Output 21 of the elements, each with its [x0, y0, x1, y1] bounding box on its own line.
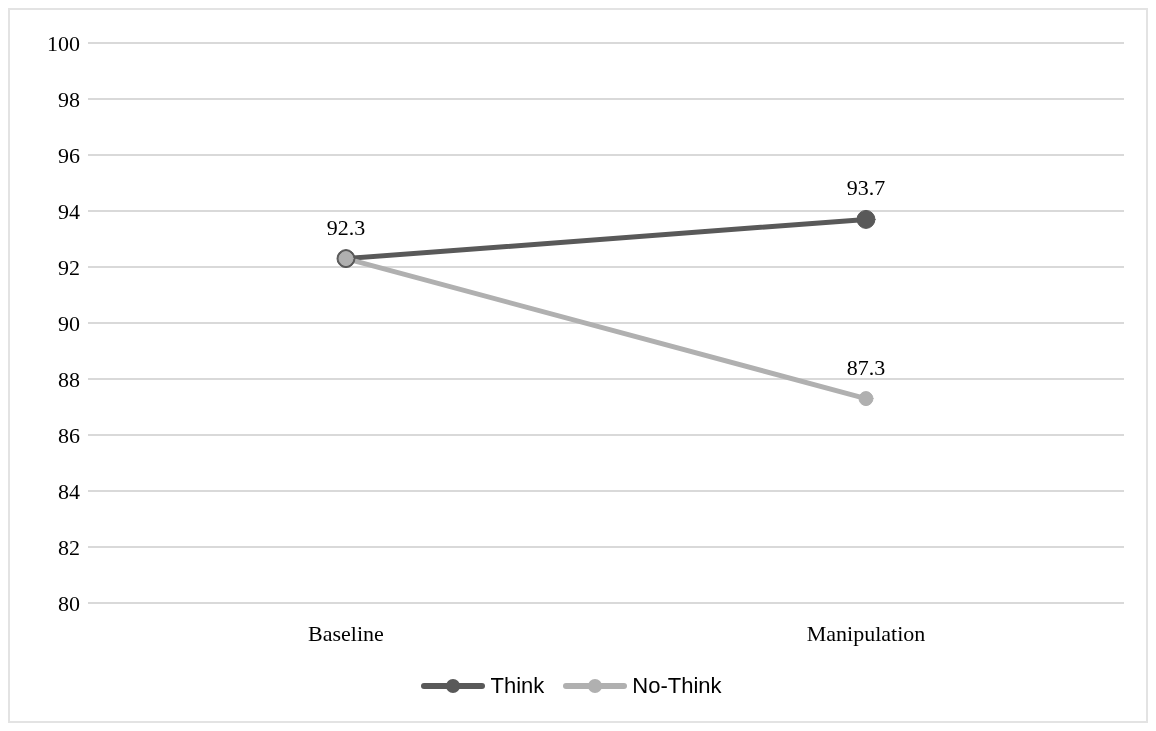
y-tick-label: 98 — [58, 86, 80, 112]
y-tick-label: 96 — [58, 142, 80, 168]
data-label: 92.3 — [326, 214, 366, 240]
point — [856, 209, 876, 229]
y-tick-label: 82 — [58, 534, 80, 560]
x-tick-label: Baseline — [308, 620, 384, 646]
chart-frame: Think No-Think Baseline Manipulation 80 82 84 86 88 90 92 94 96 98 100 93.7 92.3 87.3 — [8, 8, 1148, 723]
y-tick-label: 80 — [58, 590, 80, 616]
legend-label: No-Think — [632, 673, 722, 699]
data-label: 93.7 — [846, 175, 886, 201]
y-tick-label: 100 — [47, 30, 80, 56]
y-tick-label: 94 — [58, 198, 80, 224]
point — [858, 391, 874, 407]
y-tick-label: 92 — [58, 254, 80, 280]
y-tick-label: 90 — [58, 310, 80, 336]
x-tick-label: Manipulation — [806, 620, 926, 646]
y-tick-label: 86 — [58, 422, 80, 448]
legend-label: Think — [490, 673, 545, 699]
y-tick-label: 84 — [58, 478, 80, 504]
y-tick-label: 88 — [58, 366, 80, 392]
data-label: 87.3 — [846, 354, 886, 380]
